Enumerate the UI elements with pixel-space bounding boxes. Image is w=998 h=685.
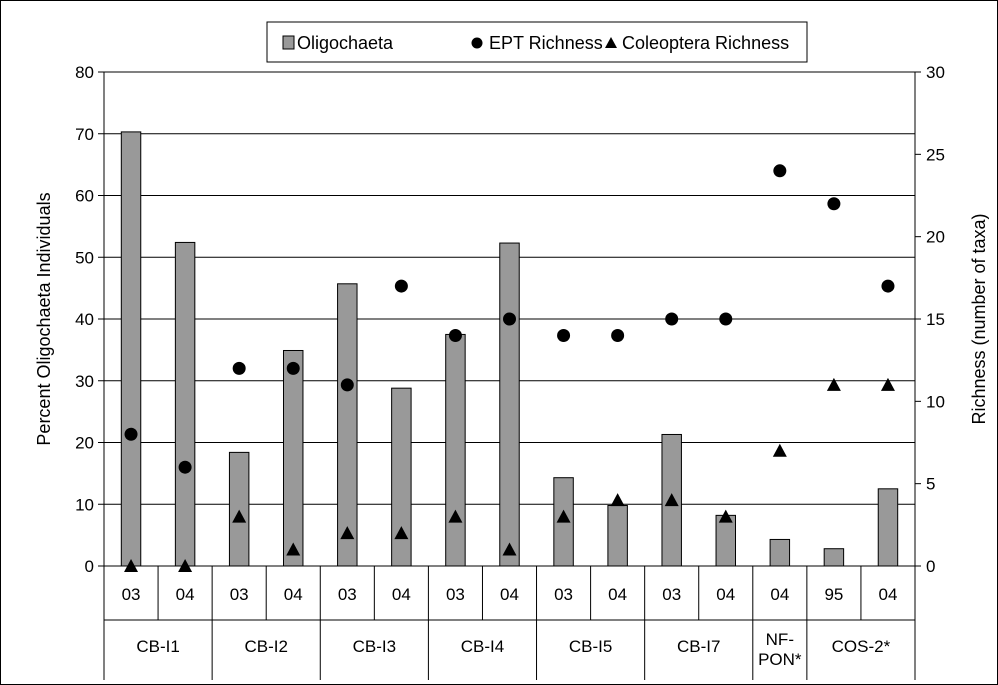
point-coleoptera-7 <box>502 542 517 556</box>
site-label-3: CB-I4 <box>461 637 504 656</box>
y2-tick-label: 30 <box>926 63 945 82</box>
legend-label-coleoptera: Coleoptera Richness <box>622 33 789 53</box>
year-label-11: 04 <box>716 585 735 604</box>
left-axis-ticks: 0 10 20 30 40 50 60 70 80 <box>75 63 104 576</box>
y-tick-label: 40 <box>75 310 94 329</box>
point-coleoptera-12 <box>772 443 787 457</box>
point-ept-9 <box>611 328 625 342</box>
point-coleoptera-11 <box>718 509 733 523</box>
year-label-8: 03 <box>554 585 573 604</box>
point-ept-2 <box>232 361 246 375</box>
y2-tick-label: 20 <box>926 228 945 247</box>
richness-markers <box>124 164 895 572</box>
year-label-0: 03 <box>122 585 141 604</box>
point-ept-10 <box>665 312 679 326</box>
legend-label-ept: EPT Richness <box>489 33 603 53</box>
year-label-10: 03 <box>662 585 681 604</box>
site-label-0: CB-I1 <box>136 637 179 656</box>
point-ept-14 <box>881 279 895 293</box>
right-axis-ticks: 0 5 10 15 20 25 30 <box>915 63 945 576</box>
point-ept-6 <box>448 328 462 342</box>
bar-oligochaeta-6 <box>445 333 466 567</box>
year-label-12: 04 <box>770 585 789 604</box>
year-label-6: 03 <box>446 585 465 604</box>
bar-oligochaeta-12 <box>769 538 791 567</box>
site-label-4: CB-I5 <box>569 637 612 656</box>
y-tick-label: 80 <box>75 63 94 82</box>
y-tick-label: 70 <box>75 125 94 144</box>
point-ept-11 <box>719 312 733 326</box>
bar-oligochaeta-11 <box>715 514 736 567</box>
y2-tick-label: 0 <box>926 557 935 576</box>
year-label-14: 04 <box>879 585 898 604</box>
year-label-2: 03 <box>230 585 249 604</box>
point-coleoptera-14 <box>880 377 895 391</box>
point-coleoptera-2 <box>232 509 247 523</box>
bar-oligochaeta-5 <box>391 387 412 567</box>
point-ept-1 <box>178 460 192 474</box>
point-ept-0 <box>124 427 138 441</box>
point-coleoptera-4 <box>340 526 355 540</box>
bar-oligochaeta-0 <box>120 131 142 567</box>
point-ept-4 <box>340 378 354 392</box>
y-tick-label: 0 <box>85 557 94 576</box>
bar-oligochaeta-1 <box>174 241 196 567</box>
y-tick-label: 30 <box>75 372 94 391</box>
y2-tick-label: 10 <box>926 392 945 411</box>
site-label-2: CB-I3 <box>353 637 396 656</box>
bar-oligochaeta-7 <box>499 242 520 567</box>
point-coleoptera-10 <box>664 493 679 507</box>
point-coleoptera-5 <box>394 526 409 540</box>
site-label-6-line-1: PON* <box>758 650 802 669</box>
legend-marker-ept <box>471 37 483 49</box>
y-tick-label: 60 <box>75 187 94 206</box>
y2-tick-label: 15 <box>926 310 945 329</box>
legend-box <box>266 21 808 63</box>
site-label-6-line-0: NF- <box>766 630 794 649</box>
y2-tick-label: 25 <box>926 145 945 164</box>
site-label-5: CB-I7 <box>677 637 720 656</box>
category-axis: 03 04 03 04 03 04 03 04 03 04 03 04 04 95 04 CB-I1 CB-I2… <box>103 566 916 680</box>
y-axis-title: Percent Oligochaeta Individuals <box>34 192 54 445</box>
point-coleoptera-6 <box>448 509 463 523</box>
year-label-9: 04 <box>608 585 627 604</box>
bar-oligochaeta-9 <box>607 504 628 567</box>
year-label-7: 04 <box>500 585 519 604</box>
site-label-1: CB-I2 <box>244 637 287 656</box>
legend-marker-coleoptera <box>605 37 617 48</box>
legend: Oligochaeta EPT Richness Coleoptera Rich… <box>266 21 808 63</box>
point-ept-8 <box>557 328 571 342</box>
legend-swatch-oligochaeta <box>282 35 295 50</box>
bar-oligochaeta-2 <box>228 451 250 567</box>
year-label-1: 04 <box>176 585 195 604</box>
y-tick-label: 50 <box>75 248 94 267</box>
point-ept-5 <box>394 279 408 293</box>
bar-oligochaeta-4 <box>337 283 358 567</box>
point-ept-3 <box>286 361 300 375</box>
bar-oligochaeta-3 <box>283 349 304 567</box>
point-coleoptera-8 <box>556 509 571 523</box>
bar-oligochaeta-13 <box>823 548 845 567</box>
point-coleoptera-13 <box>826 377 841 391</box>
year-label-4: 03 <box>338 585 357 604</box>
site-label-7: COS-2* <box>832 637 891 656</box>
year-label-3: 04 <box>284 585 303 604</box>
year-label-5: 04 <box>392 585 411 604</box>
year-label-13: 95 <box>824 585 843 604</box>
y2-axis-title: Richness (number of taxa) <box>969 213 989 424</box>
y2-tick-label: 5 <box>926 475 935 494</box>
point-coleoptera-9 <box>610 493 625 507</box>
point-ept-7 <box>503 312 516 326</box>
legend-label-oligochaeta: Oligochaeta <box>297 33 394 53</box>
point-ept-12 <box>773 164 787 178</box>
point-ept-13 <box>827 197 841 211</box>
bar-oligochaeta-14 <box>877 488 899 567</box>
point-coleoptera-3 <box>286 542 301 556</box>
y-tick-label: 20 <box>75 434 94 453</box>
y-tick-label: 10 <box>75 495 94 514</box>
